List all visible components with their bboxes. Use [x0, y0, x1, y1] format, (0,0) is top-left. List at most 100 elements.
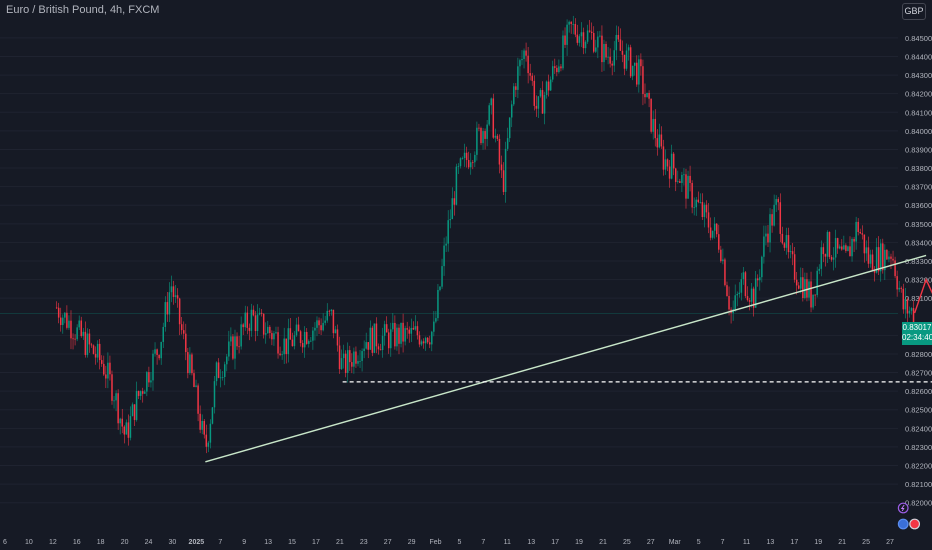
candle-body [484, 131, 486, 139]
price-tick-label: 0.84000 [905, 127, 932, 136]
candle-body [373, 323, 376, 353]
candle-body [631, 65, 634, 77]
candle-body [172, 286, 175, 297]
candle-body [508, 117, 511, 139]
candle-body [607, 56, 609, 58]
candle-body [279, 353, 281, 356]
candle-body [500, 164, 503, 171]
candle-body [779, 202, 782, 234]
candle-body [252, 309, 255, 316]
candle-body [642, 66, 644, 95]
candle-body [402, 322, 404, 342]
candle-body [715, 223, 718, 235]
candle-body [812, 294, 814, 308]
candle-body [459, 158, 462, 167]
trend-line [205, 254, 927, 463]
candle-body [78, 320, 80, 328]
candle-body [326, 310, 328, 321]
candle-body [822, 247, 825, 255]
candle-body [814, 294, 816, 296]
candle-body [133, 404, 136, 420]
candle-body [884, 249, 886, 271]
candle-body [828, 231, 831, 257]
candle-body [324, 320, 326, 323]
candle-body [141, 391, 144, 394]
candle-body [64, 312, 66, 318]
candle-body [180, 324, 183, 331]
candle-body [76, 327, 78, 340]
candle-body [465, 152, 468, 160]
candle-body [648, 92, 650, 99]
candle-body [90, 344, 93, 346]
candle-body [303, 331, 306, 348]
candle-body [62, 317, 64, 326]
candle-body [209, 423, 212, 443]
candle-body [906, 299, 909, 314]
candle-body [802, 277, 804, 299]
candle-body [855, 221, 857, 242]
candle-body [537, 96, 540, 109]
candle-body [195, 385, 197, 387]
candle-body [902, 288, 905, 310]
candle-body [248, 327, 251, 331]
event-marker-icon [909, 518, 921, 530]
candle-body [168, 292, 171, 315]
candle-body [94, 353, 97, 358]
candle-body [351, 362, 353, 367]
candle-body [863, 234, 866, 254]
candle-body [820, 247, 823, 269]
candle-body [305, 331, 308, 344]
candle-body [353, 351, 355, 367]
candle-body [752, 288, 755, 308]
candle-body [135, 391, 138, 420]
candle-body [455, 166, 458, 205]
candle-body [869, 254, 872, 264]
candle-body [683, 174, 685, 176]
candle-body [392, 322, 394, 330]
time-tick-label: 9 [242, 539, 246, 546]
candle-body [322, 322, 324, 331]
candle-body [908, 310, 911, 314]
candle-body [260, 312, 263, 314]
candle-body [570, 21, 572, 25]
time-tick-label: 21 [599, 539, 607, 546]
candle-body [836, 238, 839, 249]
candle-body [361, 351, 363, 361]
candle-body [203, 420, 205, 435]
candle-body [199, 413, 201, 430]
candle-body [664, 159, 667, 170]
candle-body [357, 361, 359, 364]
candle-body [57, 307, 60, 318]
time-tick-label: 25 [623, 539, 631, 546]
candle-body [800, 277, 802, 289]
currency-button[interactable]: GBP [902, 3, 926, 20]
candle-body [463, 152, 466, 158]
price-tick-label: 0.82000 [905, 499, 932, 508]
candle-body [301, 343, 304, 348]
candle-body [633, 62, 636, 66]
candle-body [219, 377, 222, 379]
candle-body [109, 362, 111, 375]
candle-body [269, 326, 271, 334]
candle-body [271, 333, 273, 340]
candle-body [843, 245, 845, 250]
candle-body [312, 330, 314, 341]
candle-body [830, 256, 833, 260]
candle-body [666, 159, 669, 167]
current-price-label: 0.83017 02:34:40 [902, 322, 932, 345]
candle-body [115, 393, 117, 401]
candle-body [629, 47, 632, 77]
candle-body [693, 207, 695, 209]
candle-body [660, 134, 663, 147]
candle-body [293, 335, 296, 347]
candle-body [838, 246, 841, 249]
candle-body [88, 333, 91, 345]
candle-body [670, 153, 673, 179]
candle-body [340, 358, 343, 370]
candle-body [308, 341, 310, 344]
candle-body [96, 343, 99, 358]
candle-body [299, 331, 302, 344]
candle-body [346, 350, 349, 373]
time-tick-label: 7 [481, 539, 485, 546]
